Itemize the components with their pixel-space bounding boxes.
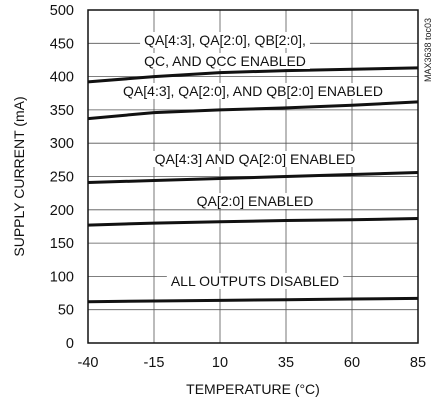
x-tick-label: 35 <box>278 355 294 371</box>
series-label: QC, AND QCC ENABLED <box>144 53 306 69</box>
y-tick-label: 0 <box>66 336 74 352</box>
series-line <box>87 217 419 227</box>
series-line <box>87 100 419 121</box>
y-tick-label: 200 <box>50 203 74 219</box>
series-line <box>87 171 419 184</box>
series-label: QA[4:3], QA[2:0], AND QB[2:0] ENABLED <box>123 83 383 99</box>
series-line <box>87 296 419 304</box>
series-lines <box>87 66 419 304</box>
series-line <box>87 66 419 84</box>
x-tick-label: 10 <box>212 355 228 371</box>
figure-code: MAX3638 toc03 <box>423 18 433 82</box>
x-tick-label: 85 <box>410 355 426 371</box>
series-label: QA[2:0] ENABLED <box>197 193 314 209</box>
x-tick-labels: -40 -15 10 35 60 85 <box>78 355 427 371</box>
series-label: QA[4:3], QA[2:0], QB[2:0], <box>144 32 306 48</box>
series-label-background <box>140 53 310 69</box>
x-tick-label: -15 <box>144 355 165 371</box>
y-tick-label: 150 <box>50 236 74 252</box>
series-label-background <box>166 273 344 289</box>
series-label-background <box>140 32 310 48</box>
y-tick-label: 450 <box>50 36 74 52</box>
series-label: QA[4:3] AND QA[2:0] ENABLED <box>155 151 356 167</box>
series-labels: QA[4:3], QA[2:0], QB[2:0], QC, AND QCC EN… <box>119 32 387 289</box>
y-tick-label: 500 <box>50 3 74 19</box>
y-tick-label: 300 <box>50 136 74 152</box>
series-label-background <box>119 83 387 99</box>
y-tick-label: 400 <box>50 70 74 86</box>
y-tick-label: 250 <box>50 170 74 186</box>
series-label-background <box>150 151 360 167</box>
y-tick-label: 50 <box>58 303 74 319</box>
series-label: ALL OUTPUTS DISABLED <box>171 273 339 289</box>
y-axis-label: SUPPLY CURRENT (mA) <box>11 96 27 256</box>
plot-frame <box>87 9 419 344</box>
y-tick-label: 100 <box>50 269 74 285</box>
x-axis-label: TEMPERATURE (°C) <box>186 381 320 397</box>
x-tick-label: -40 <box>78 355 99 371</box>
x-tick-label: 60 <box>344 355 360 371</box>
y-tick-label: 350 <box>50 103 74 119</box>
y-tick-labels: 0 50 100 150 200 250 300 350 400 450 500 <box>50 3 74 352</box>
series-label-background <box>192 193 318 209</box>
